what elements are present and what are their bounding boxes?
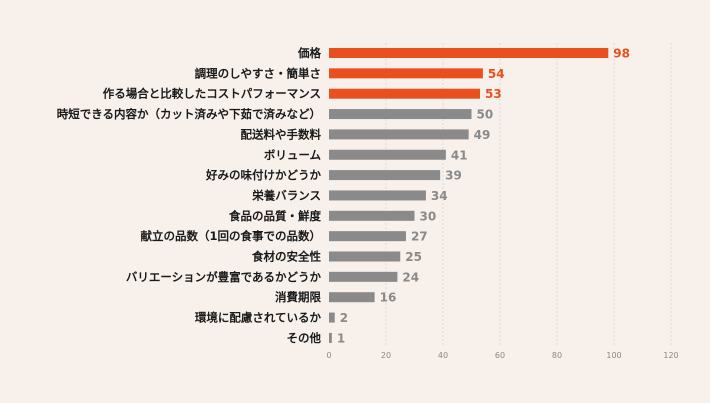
bar	[329, 109, 472, 120]
x-tick-label: 120	[663, 351, 678, 360]
data-label: 34	[431, 189, 448, 203]
bar	[329, 251, 401, 262]
bar	[329, 88, 481, 99]
x-tick-label: 60	[495, 351, 505, 360]
x-tick-label: 40	[438, 351, 448, 360]
category-label: 作る場合と比較したコストパフォーマンス	[103, 87, 321, 101]
x-tick-label: 20	[381, 351, 391, 360]
bar	[329, 129, 469, 140]
x-tick-label: 80	[552, 351, 562, 360]
bar	[329, 210, 415, 221]
data-label: 39	[445, 169, 462, 183]
x-tick-label: 0	[326, 351, 331, 360]
category-label: バリエーションが豊富であるかどうか	[126, 270, 322, 284]
category-label: 食品の品質・鮮度	[229, 209, 321, 223]
bar	[329, 190, 426, 201]
bar	[329, 231, 406, 242]
category-label: 環境に配慮されているか	[195, 311, 322, 325]
bar	[329, 271, 398, 282]
data-label: 1	[337, 331, 345, 345]
category-label: 食材の安全性	[252, 250, 321, 264]
data-label: 98	[613, 47, 630, 61]
data-label: 30	[420, 209, 437, 223]
category-label: 献立の品数（1回の食事での品数）	[141, 229, 322, 243]
data-label: 41	[451, 148, 468, 162]
bar	[329, 48, 609, 58]
data-label: 24	[402, 270, 419, 284]
data-label: 16	[380, 291, 397, 305]
data-label: 50	[477, 108, 494, 122]
x-tick-label: 100	[606, 351, 621, 360]
data-label: 54	[488, 67, 505, 81]
category-label: ボリューム	[264, 148, 322, 162]
data-label: 49	[474, 128, 491, 142]
bar	[329, 312, 335, 323]
data-label: 53	[485, 87, 502, 101]
bar	[329, 170, 441, 181]
category-label: 栄養バランス	[251, 188, 321, 202]
data-label: 25	[405, 250, 422, 264]
category-label: 好みの味付けかどうか	[205, 168, 321, 182]
category-label: その他	[287, 331, 322, 345]
bar	[329, 149, 446, 160]
category-label: 調理のしやすさ・簡単さ	[195, 66, 321, 80]
category-label: 時短できる内容か（カット済みや下茹で済みなど）	[57, 107, 321, 121]
data-label: 2	[340, 311, 348, 325]
category-label: 消費期限	[275, 290, 321, 304]
data-label: 27	[411, 230, 428, 244]
category-label: 配送料や手数料	[241, 127, 322, 141]
bar	[329, 292, 375, 303]
bar	[329, 332, 332, 343]
category-label: 価格	[297, 46, 321, 60]
bar	[329, 68, 483, 79]
